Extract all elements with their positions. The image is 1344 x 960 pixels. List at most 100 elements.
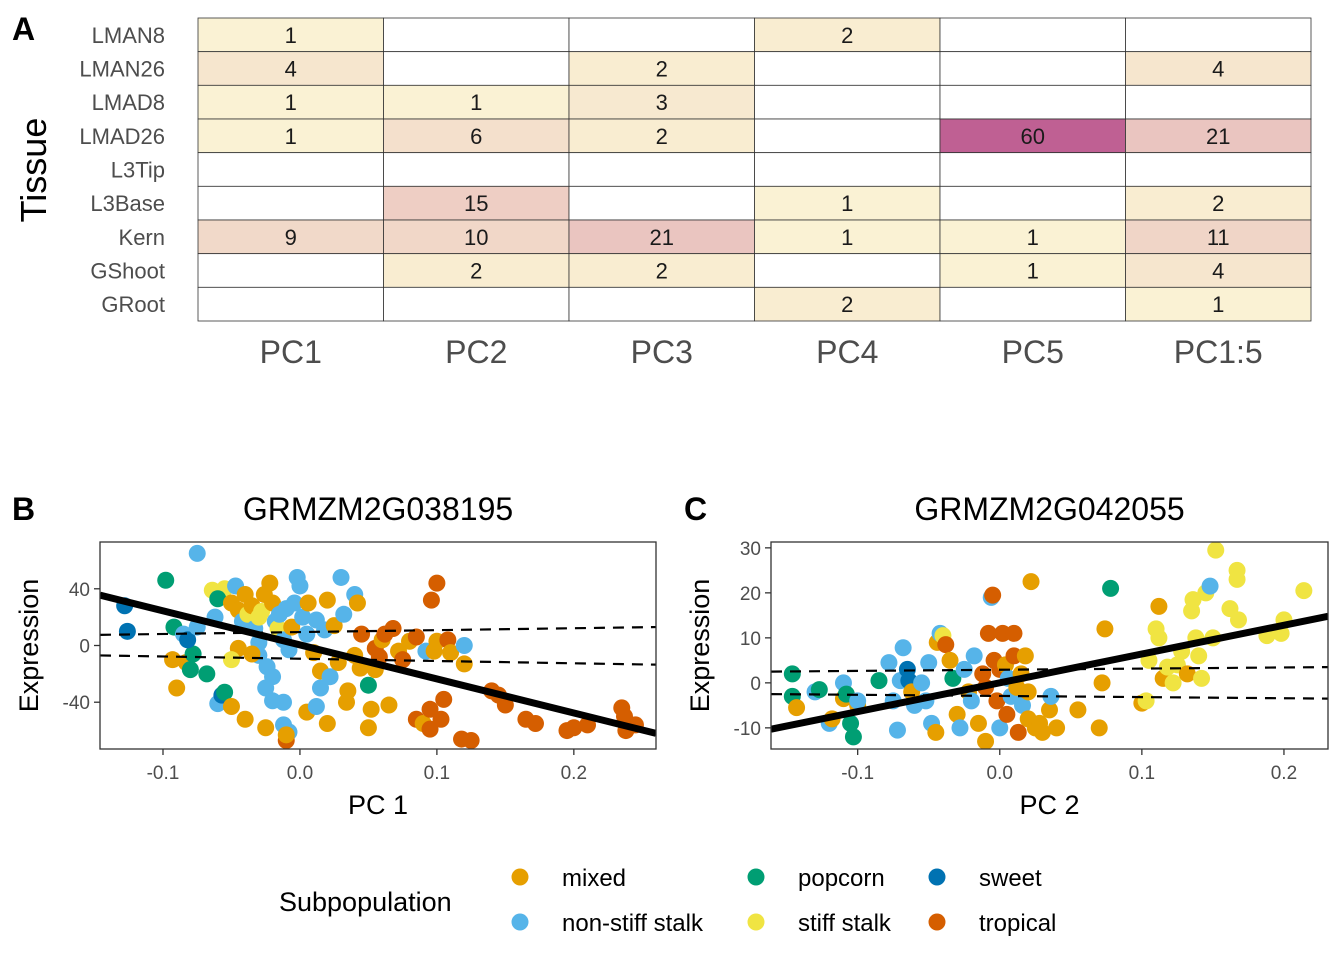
heatmap-cell [383, 152, 570, 187]
heatmap-cell [754, 219, 941, 255]
heatmap-cell-value: 3 [656, 90, 668, 115]
data-point [394, 651, 412, 669]
data-point [1009, 723, 1027, 741]
x-tick-label: 0.1 [1129, 763, 1155, 784]
heatmap-cell-value: 1 [841, 191, 853, 216]
plot-area [100, 544, 656, 749]
data-point [362, 700, 380, 718]
data-point [496, 696, 514, 714]
data-point [1150, 597, 1168, 615]
data-point [291, 577, 309, 595]
heatmap-cell [754, 51, 941, 86]
heatmap-cell-value: 1 [285, 90, 297, 115]
heatmap-cell-value: 4 [1212, 259, 1224, 284]
data-point [888, 721, 906, 739]
heatmap-cell [383, 51, 570, 86]
heatmap-cell-value: 9 [285, 225, 297, 250]
legend-items: mixed popcorn sweet non-stiff stalk stiff st… [511, 865, 1056, 937]
heatmap-column-label: PC1:5 [1174, 334, 1263, 370]
data-point [198, 665, 216, 683]
y-tick-label: 40 [69, 580, 90, 601]
data-point [526, 714, 544, 732]
data-point [359, 719, 377, 737]
data-point [1150, 629, 1168, 647]
heatmap-cell [1125, 185, 1312, 221]
data-point [421, 700, 439, 718]
data-point [1201, 577, 1219, 595]
legend-swatch-icon [928, 868, 946, 886]
data-point [894, 639, 912, 657]
data-point [179, 631, 197, 649]
data-point [432, 710, 450, 728]
heatmap-cell [754, 84, 941, 120]
data-point [1016, 647, 1034, 665]
heatmap-row-label: GShoot [90, 259, 165, 284]
heatmap-cell-value: 6 [470, 124, 482, 149]
plot-area [771, 542, 1328, 749]
data-point [318, 714, 336, 732]
data-point [1093, 674, 1111, 692]
data-point [849, 692, 867, 710]
data-point [307, 697, 325, 715]
x-tick-label: 0.0 [987, 763, 1013, 784]
data-point [1041, 701, 1058, 719]
data-point [318, 591, 336, 609]
heatmap-cell [383, 286, 570, 322]
plot-title: GRMZM2G038195 [243, 491, 513, 527]
data-point [222, 697, 240, 715]
heatmap-cell [383, 253, 570, 288]
data-point [913, 674, 931, 692]
heatmap-cell [754, 17, 941, 53]
data-point [998, 705, 1016, 723]
legend-item: tropical [928, 910, 1056, 937]
data-point [421, 720, 439, 738]
data-point [944, 669, 962, 687]
heatmap-column-labels: PC1 PC2 PC3 PC4 PC5 PC1:5 [260, 334, 1263, 370]
data-point [941, 651, 959, 669]
data-point [1069, 701, 1087, 719]
data-point [422, 591, 440, 609]
panel-label-b: B [12, 491, 35, 527]
data-point [243, 645, 261, 663]
heatmap-row-label: L3Base [90, 191, 165, 216]
confidence-line [771, 666, 1328, 673]
legend-swatch-icon [511, 868, 529, 886]
heatmap-cell-value: 2 [656, 124, 668, 149]
x-tick-label: 0.1 [424, 763, 450, 784]
y-axis-title: Expression [14, 579, 44, 713]
heatmap-cell-value: 15 [464, 191, 488, 216]
y-tick-label: 20 [740, 584, 761, 605]
data-point [788, 699, 806, 717]
data-point [428, 574, 446, 592]
x-tick-label: -0.1 [147, 763, 180, 784]
data-point [285, 594, 303, 612]
data-point [339, 682, 357, 700]
data-point [359, 676, 377, 694]
data-point [216, 683, 234, 701]
legend-title: Subpopulation [279, 887, 452, 917]
confidence-line [771, 693, 1328, 700]
legend-item: mixed [511, 865, 626, 892]
legend-label: stiff stalk [798, 910, 892, 937]
data-point [335, 605, 353, 623]
legend-label: non-stiff stalk [562, 910, 704, 937]
heatmap-row-label: LMAN26 [79, 57, 165, 82]
heatmap-cell [939, 253, 1126, 288]
y-tick-label: 0 [750, 674, 761, 695]
y-tick-label: 0 [79, 637, 90, 658]
heatmap-cell [568, 17, 755, 53]
heatmap-cell-value: 1 [285, 124, 297, 149]
data-point [951, 719, 969, 737]
data-point [1184, 591, 1202, 609]
data-point [842, 714, 860, 732]
data-point [311, 679, 329, 697]
heatmap-cell [754, 118, 941, 154]
data-point [1137, 692, 1155, 710]
heatmap-cell-value: 1 [841, 225, 853, 250]
legend-label: popcorn [798, 865, 885, 892]
heatmap-cell [1125, 17, 1312, 53]
heatmap-row-label: GRoot [101, 292, 165, 317]
heatmap-cell [197, 51, 384, 86]
data-point [1190, 647, 1208, 665]
